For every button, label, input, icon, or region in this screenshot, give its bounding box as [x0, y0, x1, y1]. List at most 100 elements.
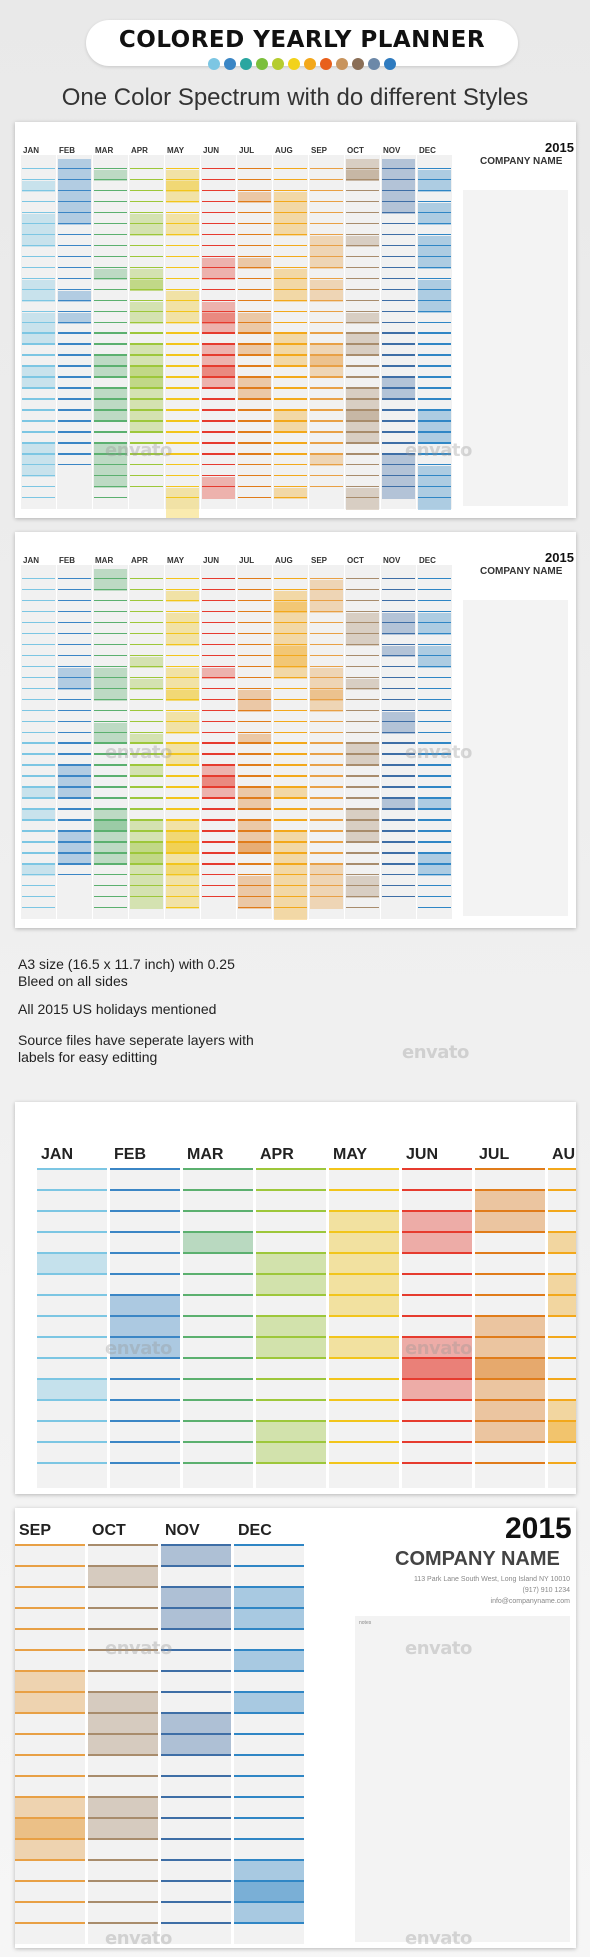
- day-line: [161, 1859, 231, 1861]
- month-days: [57, 565, 92, 919]
- day-line: [346, 178, 379, 181]
- day-line: [166, 654, 199, 657]
- day-line: [329, 1168, 399, 1170]
- day-line: [58, 808, 91, 810]
- day-line: [94, 288, 127, 290]
- day-line: [548, 1168, 576, 1170]
- day-line: [110, 1378, 180, 1380]
- highlight-block: [310, 865, 343, 888]
- month-column: FEB: [57, 146, 92, 509]
- highlight-block: [161, 1544, 231, 1565]
- day-line: [202, 288, 235, 290]
- day-line: [130, 398, 163, 400]
- day-line: [166, 786, 199, 788]
- day-line: [382, 588, 415, 591]
- day-line: [418, 288, 451, 290]
- day-line: [382, 764, 415, 766]
- day-line: [310, 189, 343, 192]
- day-line: [382, 178, 415, 181]
- day-line: [22, 753, 55, 755]
- day-line: [94, 266, 127, 269]
- day-line: [548, 1462, 576, 1464]
- day-line: [130, 464, 163, 466]
- day-line: [202, 841, 235, 843]
- day-line: [310, 200, 343, 203]
- month-label: NOV: [383, 556, 401, 565]
- day-line: [22, 387, 55, 389]
- day-line: [548, 1336, 576, 1338]
- day-line: [166, 244, 199, 247]
- month-column: NOV: [381, 556, 416, 919]
- day-line: [418, 475, 451, 477]
- day-line: [346, 321, 379, 323]
- watermark: envato: [105, 1928, 172, 1948]
- day-line: [94, 321, 127, 323]
- month-days: [129, 565, 164, 919]
- month-label: APR: [131, 556, 148, 565]
- day-line: [22, 211, 55, 214]
- day-line: [161, 1838, 231, 1840]
- month-label: OCT: [92, 1522, 126, 1539]
- day-line: [58, 786, 91, 788]
- color-dot: [272, 58, 284, 70]
- highlight-block: [58, 191, 91, 225]
- day-line: [202, 255, 235, 258]
- day-line: [166, 753, 199, 755]
- day-line: [88, 1670, 158, 1672]
- month-column: FEB: [57, 556, 92, 919]
- day-line: [22, 167, 55, 170]
- day-line: [58, 852, 91, 854]
- highlight-block: [58, 667, 91, 690]
- day-line: [402, 1273, 472, 1275]
- day-line: [37, 1168, 107, 1170]
- day-line: [94, 797, 127, 799]
- day-line: [274, 200, 307, 203]
- day-line: [202, 676, 235, 679]
- day-line: [475, 1420, 545, 1422]
- day-line: [22, 343, 55, 345]
- day-line: [166, 288, 199, 290]
- day-line: [548, 1378, 576, 1380]
- day-line: [418, 189, 451, 192]
- day-line: [202, 398, 235, 400]
- highlight-block: [88, 1817, 158, 1838]
- day-line: [310, 222, 343, 225]
- day-line: [382, 486, 415, 488]
- highlight-block: [88, 1565, 158, 1586]
- day-line: [22, 354, 55, 356]
- day-line: [548, 1441, 576, 1443]
- day-line: [310, 486, 343, 488]
- day-line: [22, 874, 55, 876]
- day-line: [94, 841, 127, 843]
- highlight-block: [274, 788, 307, 800]
- day-line: [418, 266, 451, 269]
- day-line: [15, 1817, 85, 1819]
- highlight-block: [475, 1315, 545, 1336]
- day-line: [58, 266, 91, 269]
- day-line: [202, 332, 235, 334]
- info-size: A3 size (16.5 x 11.7 inch) with 0.25 Ble…: [18, 956, 235, 989]
- day-line: [202, 775, 235, 777]
- day-line: [22, 599, 55, 602]
- day-line: [202, 896, 235, 898]
- day-line: [310, 420, 343, 422]
- day-line: [94, 497, 127, 499]
- day-line: [310, 464, 343, 466]
- day-line: [310, 709, 343, 711]
- day-line: [238, 687, 271, 690]
- day-line: [202, 277, 235, 280]
- day-line: [15, 1733, 85, 1735]
- day-line: [382, 398, 415, 400]
- highlight-block: [238, 788, 271, 811]
- day-line: [130, 277, 163, 280]
- day-line: [130, 709, 163, 711]
- day-line: [329, 1399, 399, 1401]
- highlight-block: [166, 290, 199, 324]
- day-line: [310, 354, 343, 356]
- day-line: [256, 1462, 326, 1464]
- month-label: SEP: [19, 1522, 52, 1539]
- month-days: [15, 1544, 85, 1944]
- day-line: [310, 343, 343, 345]
- day-line: [58, 764, 91, 766]
- highlight-block: [166, 832, 199, 855]
